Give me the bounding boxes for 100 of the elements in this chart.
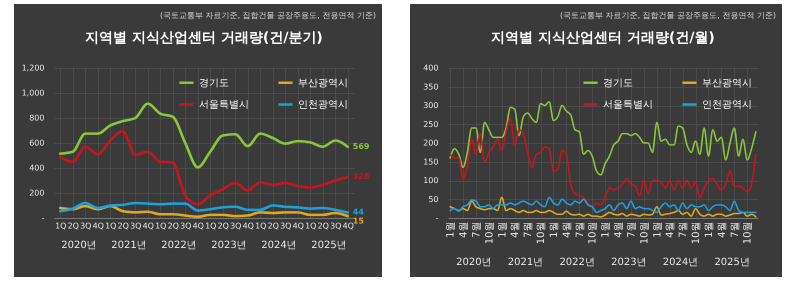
y-tick-label: 300 [423, 101, 438, 110]
x-tick-label: 1월 [652, 222, 664, 238]
x-tick-label: 3Q [230, 222, 242, 230]
line-series [58, 204, 350, 218]
line-series [449, 118, 757, 208]
y-tick-label: 200 [423, 138, 438, 148]
text: 2020년 [456, 257, 492, 268]
legend-label: 경기도 [603, 78, 633, 89]
text: 2021년 [111, 240, 147, 251]
chart-title: 지역별 지식산업센터 거래량(건/월) [491, 30, 715, 46]
y-tick-label: 350 [423, 82, 438, 92]
legend-label: 서울특별시 [199, 100, 249, 110]
x-tick-label: 1월 [446, 222, 457, 238]
x-tick-label: 7월 [523, 222, 534, 238]
x-tick-label: 2Q [218, 222, 229, 230]
legend-label: 인천광역시 [702, 100, 752, 110]
x-tick-label: 1월 [497, 222, 508, 238]
x-tick-label: 4월 [562, 222, 573, 238]
data-label: 44 [352, 208, 364, 216]
x-tick-label: 10월 [536, 222, 548, 244]
x-tick-label: 3Q [330, 222, 342, 230]
x-tick-label: 3Q [130, 222, 142, 230]
y-tick-label: 400 [29, 164, 44, 172]
x-tick-label: 1월 [704, 222, 715, 238]
x-tick-label: 2Q [118, 222, 129, 230]
x-tick-label: 1Q [55, 222, 66, 230]
x-tick-label: 4Q [242, 222, 254, 230]
text: 2025년 [311, 240, 347, 251]
y-tick-label: 100 [423, 176, 438, 185]
x-tick-label: 2Q [268, 222, 279, 230]
x-tick-label: 1월 [548, 222, 560, 238]
x-tick-label: 1Q [155, 222, 166, 230]
x-tick-label: 4월 [716, 222, 728, 238]
x-tick-label: 10월 [639, 222, 650, 244]
legend-label: 경기도 [199, 78, 229, 89]
x-tick-label: 4월 [510, 222, 522, 238]
legend-label: 인천광역시 [298, 100, 348, 110]
x-tick-label: 2Q [168, 222, 179, 230]
text: 2025년 [714, 257, 750, 268]
y-tick-label: 600 [29, 138, 44, 148]
x-tick-label: 10월 [588, 222, 599, 244]
text: 2024년 [261, 240, 297, 251]
x-tick-label: 1Q [255, 222, 266, 230]
x-tick-label: 4Q [342, 222, 354, 230]
x-tick-label: 4Q [92, 222, 104, 230]
line-series [449, 196, 757, 214]
text: 2021년 [508, 257, 544, 268]
y-tick-label: 200 [29, 188, 44, 198]
line-series [449, 100, 757, 176]
line-series [449, 196, 757, 218]
legend-label: 서울특별시 [603, 100, 653, 110]
x-tick-label: 7월 [626, 222, 638, 238]
y-tick-label: 1,000 [22, 88, 44, 98]
x-tick-label: 2Q [318, 222, 329, 230]
y-tick-label: - [436, 214, 439, 222]
chart-title: 지역별 지식산업센터 거래량(건/분기) [85, 30, 323, 46]
text: 2023년 [211, 240, 247, 251]
x-tick-label: 4월 [665, 222, 676, 238]
x-tick-label: 4월 [458, 222, 470, 238]
x-tick-label: 4Q [142, 222, 154, 230]
x-tick-label: 7월 [678, 222, 690, 238]
x-tick-label: 1Q [105, 222, 116, 230]
y-tick-label: 150 [423, 157, 438, 166]
x-tick-label: 7월 [574, 222, 586, 238]
x-tick-label: 4Q [192, 222, 204, 230]
data-label: 328 [352, 172, 370, 181]
text: (국토교통부 자료기준, 집합건물 공장주용도, 전용면적 기준) [560, 11, 776, 20]
x-tick-label: 1Q [305, 222, 316, 230]
data-label: 569 [352, 142, 370, 151]
x-tick-label: 4월 [614, 222, 625, 238]
data-label: 15 [352, 216, 364, 226]
x-tick-label: 1월 [600, 222, 612, 238]
x-tick-label: 3Q [80, 222, 92, 230]
y-tick-label: - [42, 214, 45, 222]
text: 2023년 [611, 257, 647, 268]
y-tick-label: 800 [29, 114, 44, 122]
legend-label: 부산광역시 [298, 78, 348, 89]
x-tick-label: 3Q [280, 222, 292, 230]
x-tick-label: 4Q [292, 222, 304, 230]
line-series [58, 130, 350, 206]
y-tick-label: 50 [428, 194, 438, 204]
line-series [58, 102, 350, 169]
x-tick-label: 10월 [691, 222, 702, 244]
y-tick-label: 250 [423, 120, 438, 129]
text: 2024년 [662, 257, 698, 268]
text: 2022년 [559, 257, 595, 268]
line-series [58, 202, 350, 214]
text: 2020년 [61, 240, 97, 251]
y-tick-label: 400 [423, 64, 438, 72]
x-tick-label: 3Q [180, 222, 192, 230]
text: (국토교통부 자료기준, 집합건물 공장주용도, 전용면적 기준) [160, 11, 376, 20]
x-tick-label: 1Q [205, 222, 216, 230]
x-tick-label: 7월 [471, 222, 482, 238]
legend-label: 부산광역시 [702, 78, 752, 89]
x-tick-label: 2Q [68, 222, 79, 230]
x-tick-label: 7월 [730, 222, 741, 238]
y-tick-label: 1,200 [22, 64, 44, 72]
x-tick-label: 10월 [742, 222, 754, 244]
x-tick-label: 10월 [484, 222, 496, 244]
text: 2022년 [161, 240, 197, 251]
